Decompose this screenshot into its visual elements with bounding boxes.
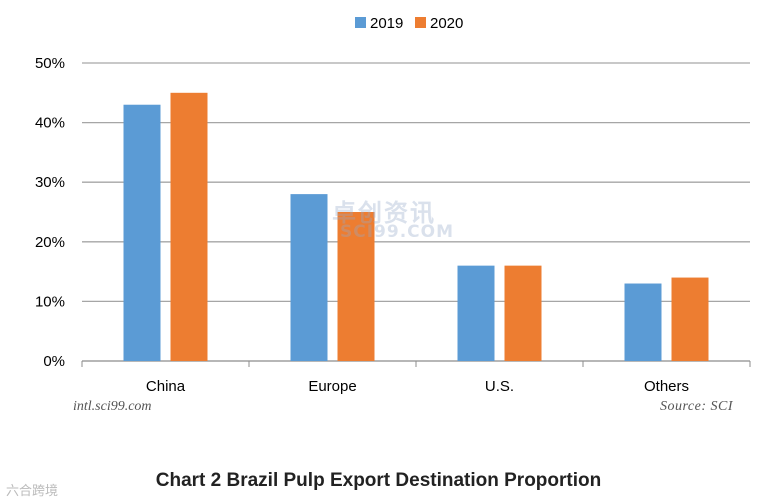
bar-others-2020 [671,277,709,361]
legend-label-2019: 2019 [370,15,403,32]
legend-label-2020: 2020 [430,15,463,32]
y-tick-label: 10% [35,293,65,310]
bar-chart: 0% 10% 20% 30% 40% 50% China Europe U.S. Others 20… [35,15,751,395]
x-category-label: U.S. [485,378,514,395]
x-category-label: China [146,378,186,395]
chart-title: Chart 2 Brazil Pulp Export Destination P… [155,470,602,491]
y-tick-label: 40% [35,115,65,132]
bar-others-2019 [624,283,662,361]
corner-watermark: 六合跨境 [6,484,59,499]
bar-us-2019 [457,265,495,361]
watermark-logo: 卓创资讯 [332,199,436,227]
x-category-label: Europe [308,378,356,395]
y-tick-label: 50% [35,55,65,72]
y-tick-label: 0% [43,353,65,370]
legend-swatch-2019 [355,17,366,28]
y-tick-label: 20% [35,234,65,251]
bar-europe-2020 [337,212,375,361]
y-tick-label: 30% [35,174,65,191]
bar-europe-2019 [290,194,328,361]
bar-us-2020 [504,265,542,361]
watermark-url: SCI99.COM [340,222,455,242]
source-note: Source: SCI [659,399,733,414]
x-category-label: Others [644,378,689,395]
legend-swatch-2020 [415,17,426,28]
bar-china-2020 [170,92,208,362]
website-note: intl.sci99.com [73,399,152,414]
bar-china-2019 [123,104,161,361]
